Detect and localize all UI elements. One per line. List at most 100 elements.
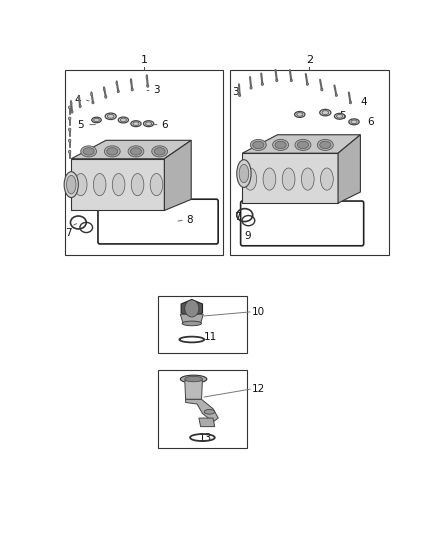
Polygon shape [164,140,191,211]
Polygon shape [242,153,338,203]
Ellipse shape [131,120,141,127]
Ellipse shape [118,117,128,123]
Circle shape [79,105,81,108]
Ellipse shape [112,174,125,196]
Ellipse shape [107,115,114,118]
Text: 3: 3 [153,85,160,95]
Ellipse shape [145,122,152,125]
Circle shape [185,300,199,317]
Ellipse shape [322,111,328,115]
Text: 6: 6 [161,119,168,130]
Ellipse shape [94,118,99,122]
Ellipse shape [272,139,289,150]
Ellipse shape [253,141,264,149]
Ellipse shape [320,141,331,149]
Circle shape [78,97,80,99]
Circle shape [68,128,71,131]
Ellipse shape [131,174,144,196]
Polygon shape [71,140,191,159]
Circle shape [146,76,148,78]
Polygon shape [338,135,360,203]
Ellipse shape [93,174,106,196]
Ellipse shape [317,139,333,150]
Ellipse shape [154,148,165,155]
Ellipse shape [263,168,276,190]
Text: 1: 1 [140,55,147,65]
Ellipse shape [335,114,345,119]
Ellipse shape [152,146,167,157]
Ellipse shape [144,120,154,127]
Circle shape [239,94,241,96]
Bar [158,296,247,353]
Circle shape [335,94,337,96]
Ellipse shape [128,146,144,157]
Text: 6: 6 [367,117,374,127]
Circle shape [350,101,352,104]
Text: 4: 4 [360,96,367,107]
Circle shape [91,93,92,95]
Circle shape [68,150,71,154]
Circle shape [105,95,107,98]
Circle shape [276,79,278,82]
Circle shape [71,110,73,113]
Circle shape [117,90,119,93]
Bar [65,70,223,255]
Ellipse shape [244,168,257,190]
Ellipse shape [185,376,202,382]
FancyBboxPatch shape [240,201,364,246]
Polygon shape [199,418,215,426]
Text: 8: 8 [187,215,193,225]
Circle shape [261,83,264,85]
Text: 5: 5 [339,111,346,122]
Text: 12: 12 [251,384,265,394]
Circle shape [147,85,149,87]
Ellipse shape [120,118,127,122]
Ellipse shape [320,109,331,116]
Ellipse shape [336,115,343,118]
Ellipse shape [81,146,96,157]
Ellipse shape [295,111,305,117]
Circle shape [68,106,71,109]
Ellipse shape [282,168,295,190]
Text: 3: 3 [233,87,239,97]
Circle shape [68,117,71,120]
Ellipse shape [351,120,357,124]
Circle shape [103,88,105,91]
Ellipse shape [321,168,333,190]
Bar [158,370,247,448]
Ellipse shape [301,168,314,190]
Ellipse shape [131,148,141,155]
Ellipse shape [239,164,249,183]
Ellipse shape [204,409,215,414]
Text: 4: 4 [74,95,81,104]
Ellipse shape [275,141,286,149]
Ellipse shape [107,148,118,155]
Text: 10: 10 [251,307,265,317]
Ellipse shape [349,119,359,125]
Ellipse shape [92,117,101,123]
Ellipse shape [64,172,78,198]
Ellipse shape [295,139,311,150]
Circle shape [68,139,71,142]
Ellipse shape [182,321,201,326]
Text: 9: 9 [244,231,251,241]
Polygon shape [185,381,202,399]
Circle shape [131,88,133,91]
FancyBboxPatch shape [98,199,218,244]
Text: 5: 5 [77,119,84,130]
Ellipse shape [83,148,94,155]
Text: 11: 11 [204,333,217,343]
Polygon shape [71,159,164,211]
Circle shape [306,83,308,85]
Ellipse shape [67,175,76,194]
Circle shape [321,88,323,91]
Ellipse shape [74,174,87,196]
Circle shape [92,101,94,104]
Ellipse shape [297,141,308,149]
Bar [230,70,389,255]
Ellipse shape [150,174,163,196]
Polygon shape [180,314,203,324]
Ellipse shape [104,146,120,157]
Ellipse shape [250,139,266,150]
Circle shape [130,80,132,83]
